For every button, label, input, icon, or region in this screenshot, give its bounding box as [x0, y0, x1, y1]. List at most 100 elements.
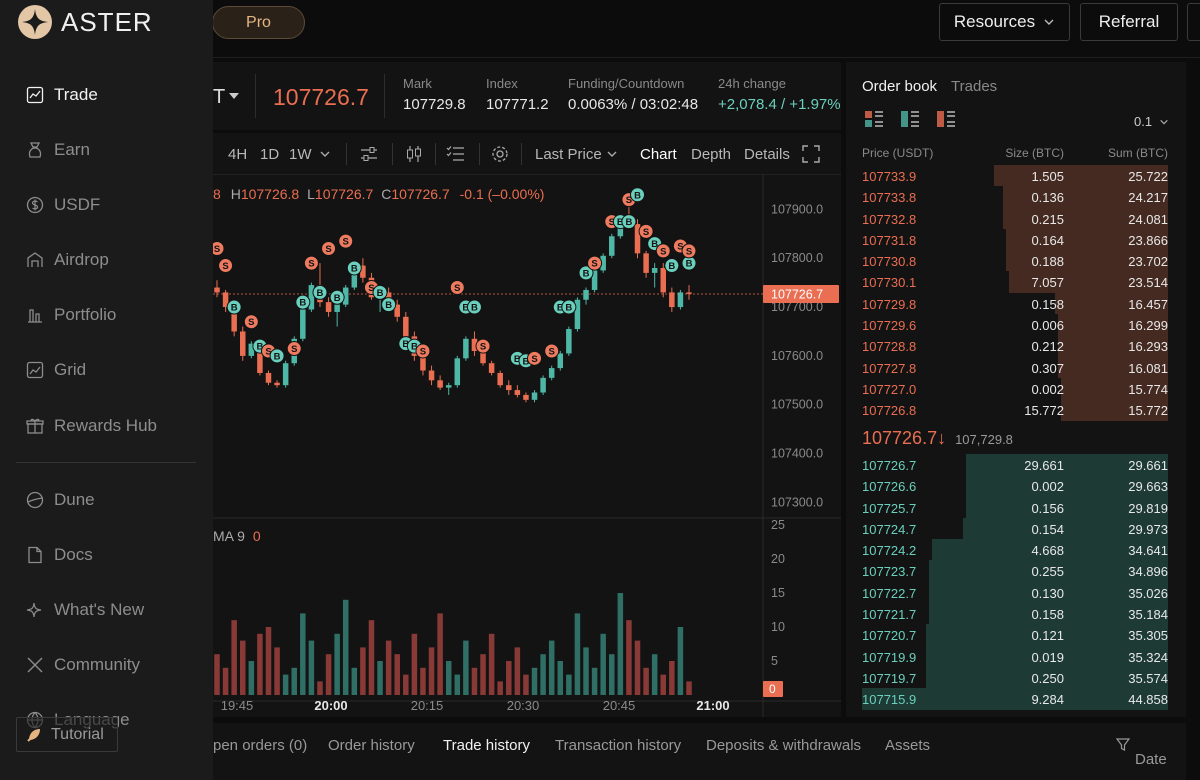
- sidebar-item-grid[interactable]: Grid: [26, 357, 86, 383]
- order-book-row[interactable]: 107720.7 0.121 35.305: [862, 624, 1168, 646]
- row-price: 107726.8: [862, 403, 917, 419]
- tab-deposits-withdrawals[interactable]: Deposits & withdrawals: [706, 737, 862, 754]
- book-both-icon[interactable]: [864, 109, 884, 129]
- order-book-row[interactable]: 107724.7 0.154 29.973: [862, 517, 1168, 540]
- book-bids-icon[interactable]: [900, 109, 920, 129]
- tab-open-orders[interactable]: pen orders (0): [213, 737, 308, 754]
- candle-body: [514, 390, 521, 395]
- sidebar-item-docs[interactable]: Docs: [26, 542, 93, 568]
- indicators-list-icon[interactable]: [446, 145, 466, 163]
- row-size: 15.772: [1024, 403, 1064, 419]
- candle-body: [214, 287, 220, 293]
- tab-order-book[interactable]: Order book: [862, 78, 938, 95]
- order-book-row[interactable]: 107733.8 0.136 24.217: [862, 186, 1168, 208]
- candlestick-icon[interactable]: [404, 144, 424, 164]
- sell-marker: S: [475, 338, 491, 354]
- order-book-row[interactable]: 107733.9 1.505 25.722: [862, 165, 1168, 187]
- view-details-tab[interactable]: Details: [744, 146, 790, 163]
- row-size: 7.057: [1031, 275, 1064, 291]
- order-book-row[interactable]: 107729.6 0.006 16.299: [862, 314, 1168, 336]
- order-book-row[interactable]: 107729.8 0.158 16.457: [862, 292, 1168, 315]
- resources-menu-button[interactable]: Resources: [939, 3, 1070, 41]
- indicator-settings-icon[interactable]: [359, 145, 379, 163]
- tick-size-dropdown[interactable]: 0.1: [1134, 114, 1169, 129]
- order-book-row[interactable]: 107725.7 0.156 29.819: [862, 496, 1168, 518]
- sidebar-item-what-s-new[interactable]: What's New: [26, 597, 144, 623]
- order-book-row[interactable]: 107726.6 0.002 29.663: [862, 475, 1168, 497]
- marker-label: B: [462, 303, 469, 314]
- stat-label: Index: [486, 76, 518, 91]
- sidebar-item-community[interactable]: Community: [26, 652, 140, 678]
- candle-body: [488, 363, 495, 373]
- order-book-row[interactable]: 107727.8 0.307 16.081: [862, 356, 1168, 378]
- sparkle-icon: [26, 602, 42, 618]
- tab-assets[interactable]: Assets: [885, 737, 931, 754]
- tab-order-history[interactable]: Order history: [328, 737, 415, 754]
- symbol-selector[interactable]: T: [213, 86, 226, 108]
- interval-4h[interactable]: 4H: [228, 146, 248, 163]
- sidebar-item-airdrop[interactable]: Airdrop: [26, 247, 109, 273]
- row-sum: 15.774: [1128, 381, 1168, 397]
- sidebar-item-usdf[interactable]: USDF: [26, 192, 100, 218]
- book-asks-icon[interactable]: [936, 109, 956, 129]
- ohlc-low: 107726.7: [314, 186, 374, 202]
- order-book-row[interactable]: 107724.2 4.668 34.641: [862, 539, 1168, 561]
- tab-trades[interactable]: Trades: [951, 78, 998, 95]
- order-book-row[interactable]: 107719.9 0.019 35.324: [862, 645, 1168, 667]
- volume-bar: [411, 633, 418, 695]
- tutorial-button[interactable]: Tutorial: [16, 717, 118, 752]
- marker-label: B: [411, 342, 418, 353]
- tab-transaction-history[interactable]: Transaction history: [555, 737, 682, 754]
- order-book-row[interactable]: 107722.7 0.130 35.026: [862, 581, 1168, 604]
- sell-marker: S: [213, 240, 225, 256]
- volume-bar: [617, 593, 624, 695]
- order-book-row[interactable]: 107723.7 0.255 34.896: [862, 560, 1168, 582]
- pro-mode-button[interactable]: Pro: [212, 6, 305, 39]
- order-book-row[interactable]: 107731.8 0.164 23.866: [862, 228, 1168, 251]
- logo[interactable]: ASTER: [18, 5, 153, 39]
- marker-label: S: [591, 259, 597, 270]
- chevron-down-icon[interactable]: [319, 148, 331, 160]
- price-source-dropdown[interactable]: Last Price: [535, 146, 602, 163]
- fullscreen-icon[interactable]: [802, 145, 820, 163]
- date-filter-label: Date: [1135, 751, 1167, 768]
- divider: [392, 143, 393, 165]
- order-book-row[interactable]: 107727.0 0.002 15.774: [862, 377, 1168, 400]
- sidebar-item-trade[interactable]: Trade: [26, 82, 98, 108]
- order-book-row[interactable]: 107715.9 9.284 44.858: [862, 688, 1168, 710]
- sidebar-item-earn[interactable]: Earn: [26, 137, 90, 163]
- volume-bar: [360, 647, 366, 695]
- order-book-row[interactable]: 107732.8 0.215 24.081: [862, 207, 1168, 229]
- divider: [435, 143, 436, 165]
- order-book-row[interactable]: 107730.1 7.057 23.514: [862, 271, 1168, 293]
- order-book-row[interactable]: 107721.7 0.158 35.184: [862, 603, 1168, 625]
- referral-button[interactable]: Referral: [1080, 3, 1178, 41]
- resources-label: Resources: [953, 12, 1036, 31]
- row-price: 107730.8: [862, 254, 917, 270]
- caret-down-icon[interactable]: [229, 93, 239, 99]
- dune-icon: [26, 491, 44, 509]
- connect-wallet-button[interactable]: [1187, 3, 1200, 41]
- date-filter[interactable]: Date: [1115, 737, 1167, 768]
- volume-bar: [257, 633, 263, 695]
- view-depth-tab[interactable]: Depth: [691, 146, 732, 163]
- depth-bar: [1060, 377, 1168, 400]
- order-book-row[interactable]: 107719.7 0.250 35.574: [862, 666, 1168, 689]
- view-chart-tab[interactable]: Chart: [640, 146, 677, 163]
- order-book-row[interactable]: 107726.7 29.661 29.661: [862, 454, 1168, 476]
- order-book-row[interactable]: 107726.8 15.772 15.772: [862, 399, 1168, 421]
- chevron-down-icon[interactable]: [606, 148, 618, 160]
- row-size: 1.505: [1031, 169, 1064, 184]
- order-book-row[interactable]: 107730.8 0.188 23.702: [862, 250, 1168, 272]
- order-book-row[interactable]: 107728.8 0.212 16.293: [862, 335, 1168, 357]
- sidebar-item-portfolio[interactable]: Portfolio: [26, 302, 116, 328]
- gear-icon[interactable]: [490, 144, 510, 164]
- sidebar-item-dune[interactable]: Dune: [26, 487, 95, 513]
- tab-trade-history[interactable]: Trade history: [443, 737, 530, 754]
- interval-1d[interactable]: 1D: [260, 146, 280, 163]
- sidebar-item-rewards-hub[interactable]: Rewards Hub: [26, 413, 157, 439]
- row-size: 0.154: [1031, 521, 1064, 537]
- interval-1w[interactable]: 1W: [289, 146, 312, 163]
- sidebar-item-label: Community: [54, 655, 140, 674]
